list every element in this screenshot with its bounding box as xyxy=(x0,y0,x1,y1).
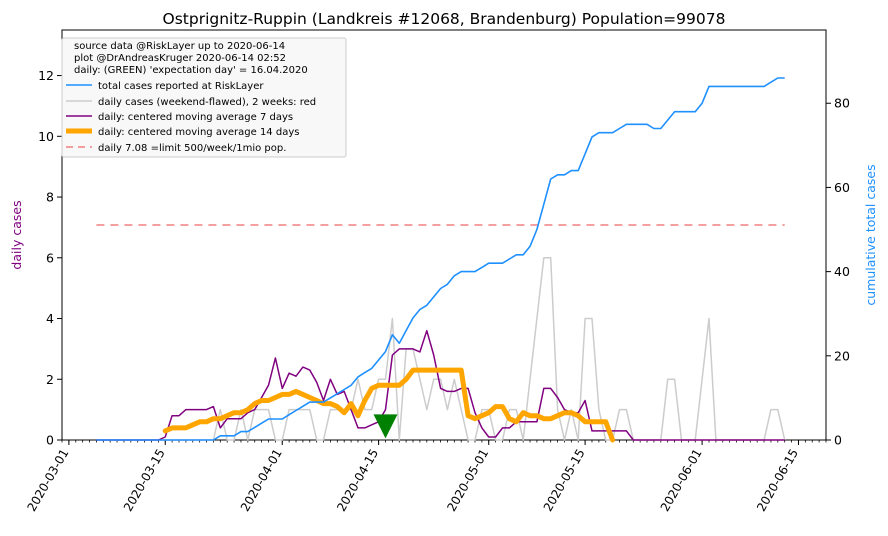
y-axis-right-label: cumulative total cases xyxy=(863,164,878,305)
y-left-tick-label: 0 xyxy=(46,433,54,448)
legend-label-cumulative: total cases reported at RiskLayer xyxy=(98,81,264,92)
series-group xyxy=(96,77,786,443)
y-left-tick-label: 2 xyxy=(46,372,54,387)
y-left-tick-label: 10 xyxy=(38,129,54,144)
y-left-tick-label: 4 xyxy=(46,311,54,326)
y-left-tick-label: 12 xyxy=(38,68,54,83)
legend-box xyxy=(61,37,347,158)
y-right-tick-label: 0 xyxy=(834,433,842,448)
series-cumulative xyxy=(96,77,785,441)
y-left-tick-label: 6 xyxy=(46,250,54,265)
y-axis-left-label: daily cases xyxy=(9,200,24,269)
legend-label-avg7: daily: centered moving average 7 days xyxy=(98,112,293,123)
legend-note-2: plot @DrAndreasKruger 2020-06-14 02:52 xyxy=(74,53,286,64)
legend-note-1: source data @RiskLayer up to 2020-06-14 xyxy=(74,41,285,52)
y-axis-left: 0 2 4 6 8 10 12 xyxy=(38,68,62,448)
y-right-tick-label: 60 xyxy=(834,180,850,195)
y-right-tick-label: 40 xyxy=(834,264,850,279)
expectation-day-marker xyxy=(373,414,398,439)
series-avg14 xyxy=(162,367,616,443)
chart-title: Ostprignitz-Ruppin (Landkreis #12068, Br… xyxy=(163,10,726,28)
legend-label-avg14: daily: centered moving average 14 days xyxy=(98,127,299,138)
legend-label-daily-raw: daily cases (weekend-flawed), 2 weeks: r… xyxy=(98,97,316,108)
legend: source data @RiskLayer up to 2020-06-14 … xyxy=(61,37,347,158)
y-right-tick-label: 20 xyxy=(834,348,850,363)
series-avg7 xyxy=(96,329,785,441)
axes-frame xyxy=(61,29,827,441)
y-right-tick-label: 80 xyxy=(834,96,850,111)
legend-label-limit: daily 7.08 =limit 500/week/1mio pop. xyxy=(98,143,286,154)
legend-note-3: daily: (GREEN) 'expectation day' = 16.04… xyxy=(74,65,308,76)
y-axis-right: 0 20 40 60 80 xyxy=(826,96,850,448)
y-left-tick-label: 8 xyxy=(46,190,54,205)
